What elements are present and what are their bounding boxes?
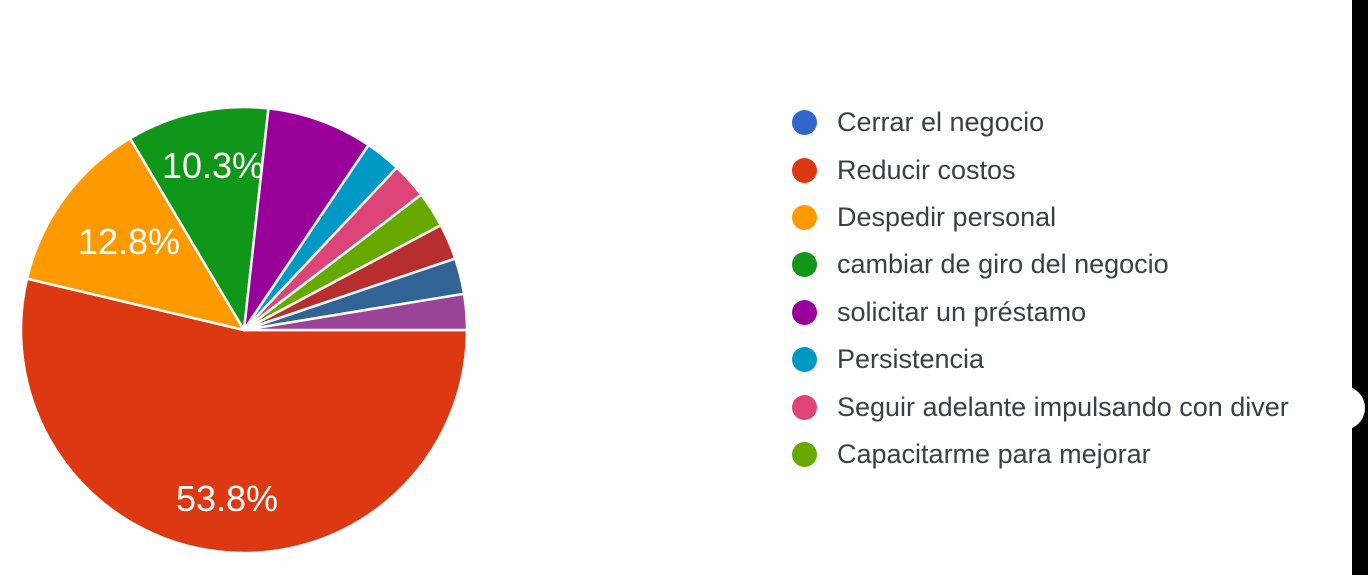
pie-slice bbox=[19, 277, 469, 555]
legend-item-label: Cerrar el negocio bbox=[837, 107, 1045, 138]
pie-slice bbox=[242, 107, 370, 332]
pie-slice bbox=[25, 137, 246, 332]
legend-item-label: Reducir costos bbox=[837, 154, 1016, 185]
legend-item: Cerrar el negocio bbox=[792, 99, 1289, 146]
legend-item-label: Despedir personal bbox=[837, 201, 1057, 232]
legend-item-label: solicitar un préstamo bbox=[837, 296, 1087, 327]
pie-slice-label: 12.8% bbox=[77, 221, 181, 262]
legend-dot-icon bbox=[792, 204, 817, 230]
pie-slice-label: 10.3% bbox=[161, 145, 265, 186]
legend-dot-icon bbox=[792, 110, 817, 136]
legend-dot-icon bbox=[792, 441, 817, 467]
legend-item-label: Capacitarme para mejorar bbox=[837, 438, 1151, 469]
pie-slice bbox=[128, 105, 270, 332]
legend-item-label: Seguir adelante impulsando con diver bbox=[837, 391, 1289, 422]
legend-item: Capacitarme para mejorar bbox=[792, 431, 1289, 478]
pie-slice bbox=[242, 292, 469, 332]
legend-dot-icon bbox=[792, 252, 817, 278]
legend-dot-icon bbox=[792, 299, 817, 325]
legend-item-label: cambiar de giro del negocio bbox=[837, 249, 1169, 280]
legend-item: solicitar un préstamo bbox=[792, 289, 1289, 336]
legend-item: Seguir adelante impulsando con diver bbox=[792, 383, 1289, 430]
pie-slice-label: 53.8% bbox=[175, 478, 279, 519]
legend-dot-icon bbox=[792, 347, 817, 373]
legend-dot-icon bbox=[792, 157, 817, 183]
legend-item: Persistencia bbox=[792, 336, 1289, 383]
chart-legend: Cerrar el negocio Reducir costos Despedir … bbox=[792, 99, 1289, 478]
legend-dot-icon bbox=[792, 394, 817, 420]
legend-item: cambiar de giro del negocio bbox=[792, 241, 1289, 288]
right-edge-bar bbox=[1352, 0, 1368, 575]
legend-item-label: Persistencia bbox=[837, 344, 985, 375]
legend-item: Reducir costos bbox=[792, 146, 1289, 193]
right-edge-notch bbox=[1321, 386, 1365, 430]
legend-item: Despedir personal bbox=[792, 194, 1289, 241]
pie-chart bbox=[19, 105, 469, 555]
